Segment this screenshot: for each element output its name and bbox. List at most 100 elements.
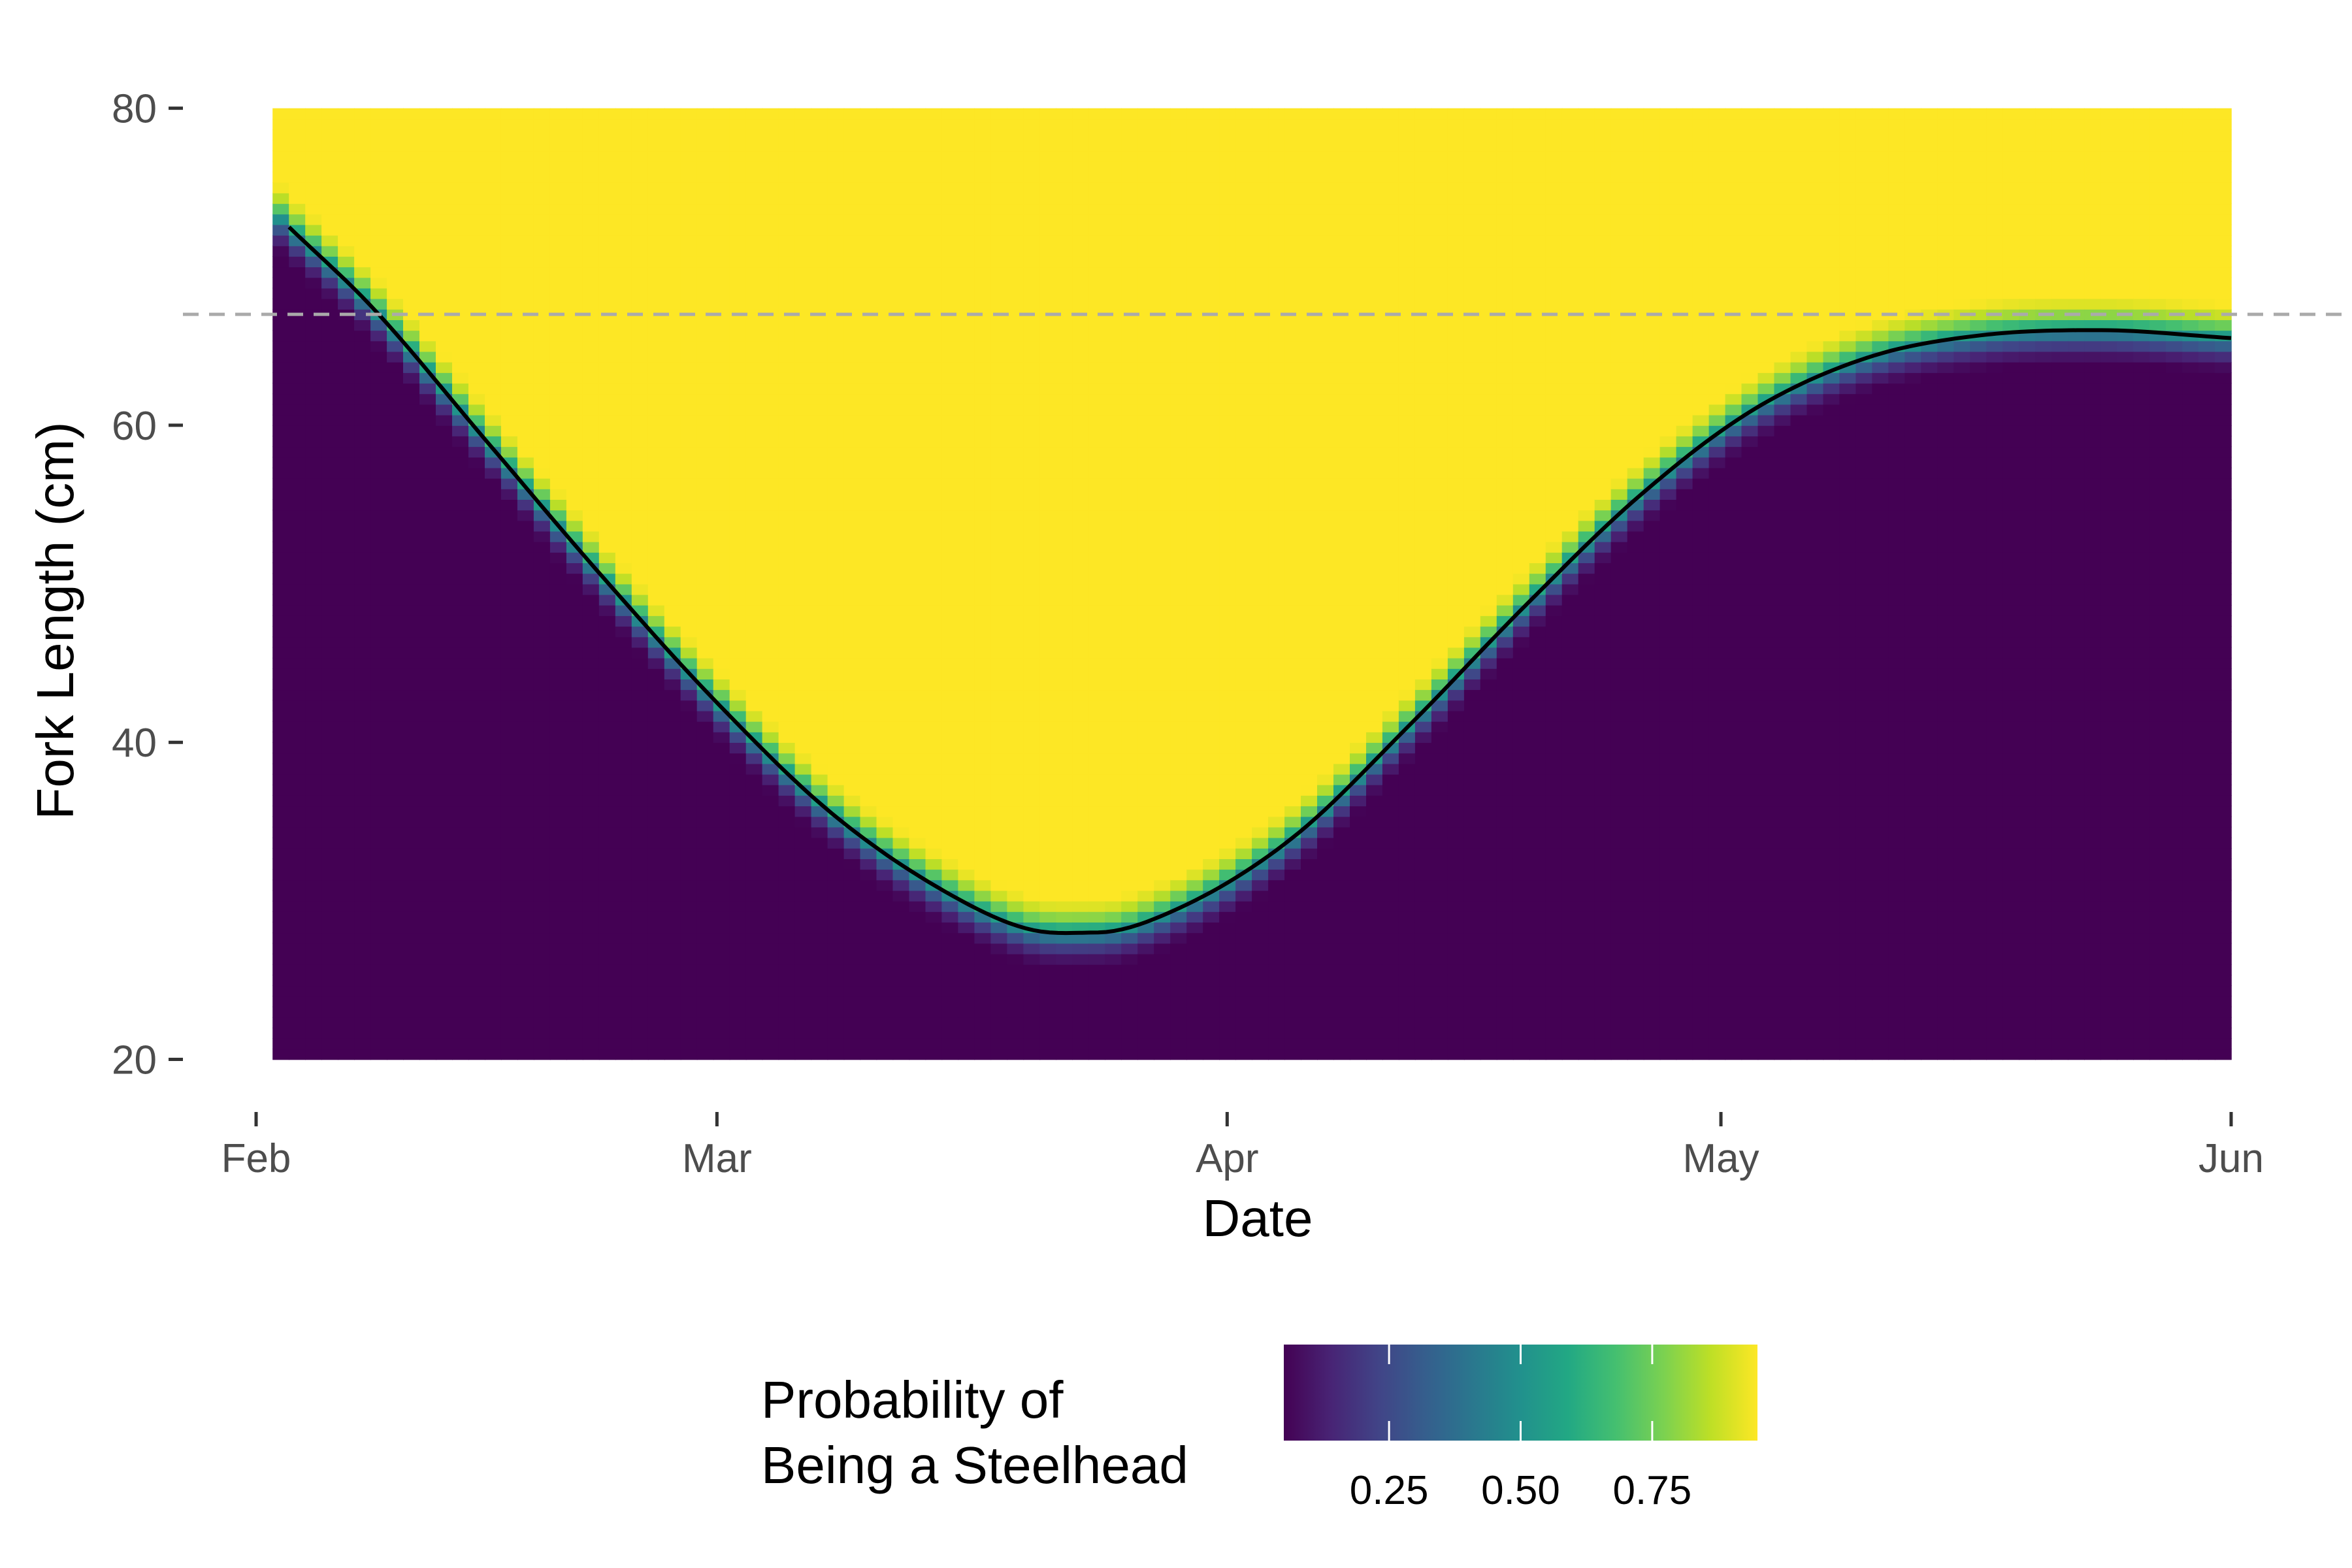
heatmap-cell <box>1105 1006 1122 1018</box>
heatmap-cell <box>778 499 796 511</box>
heatmap-cell <box>909 647 926 659</box>
heatmap-cell <box>860 721 877 732</box>
heatmap-cell <box>827 457 845 468</box>
heatmap-cell <box>436 489 453 500</box>
heatmap-cell <box>909 710 926 722</box>
heatmap-cell <box>321 753 338 764</box>
heatmap-cell <box>1105 869 1122 881</box>
heatmap-cell <box>403 784 420 796</box>
heatmap-cell <box>1154 478 1171 489</box>
heatmap-cell <box>958 404 975 416</box>
heatmap-cell <box>1023 679 1041 691</box>
heatmap-cell <box>696 583 714 595</box>
heatmap-cell <box>941 161 959 172</box>
heatmap-cell <box>1072 900 1090 912</box>
heatmap-cell <box>713 858 730 870</box>
heatmap-cell <box>696 869 714 881</box>
heatmap-cell <box>387 224 404 236</box>
heatmap-cell <box>909 753 926 764</box>
heatmap-cell <box>745 446 763 458</box>
heatmap-cell <box>615 287 632 299</box>
heatmap-cell <box>582 985 600 997</box>
heatmap-cell <box>990 1017 1008 1028</box>
heatmap-cell <box>387 510 404 521</box>
heatmap-cell <box>990 436 1008 448</box>
heatmap-cell <box>533 848 551 859</box>
heatmap-cell <box>1023 256 1041 268</box>
heatmap-cell <box>403 900 420 912</box>
heatmap-cell <box>762 985 779 997</box>
heatmap-cell <box>1154 224 1171 236</box>
heatmap-cell <box>485 425 502 436</box>
heatmap-cell <box>762 922 779 934</box>
heatmap-cell <box>1088 826 1106 838</box>
heatmap-cell <box>452 657 469 669</box>
heatmap-cell <box>517 583 534 595</box>
heatmap-cell <box>647 256 665 268</box>
heatmap-cell <box>533 943 551 955</box>
heatmap-cell <box>468 763 485 775</box>
heatmap-cell <box>1137 489 1154 500</box>
heatmap-cell <box>909 573 926 585</box>
heatmap-cell <box>517 383 534 395</box>
heatmap-cell <box>387 710 404 722</box>
heatmap-cell <box>370 499 387 511</box>
heatmap-cell <box>1137 679 1154 691</box>
heatmap-cell <box>811 615 828 627</box>
heatmap-cell <box>762 224 779 236</box>
heatmap-cell <box>1137 361 1154 373</box>
heatmap-cell <box>500 953 518 965</box>
heatmap-cell <box>533 858 551 870</box>
heatmap-cell <box>631 129 649 140</box>
heatmap-cell <box>1023 267 1041 278</box>
heatmap-cell <box>827 267 845 278</box>
heatmap-cell <box>647 573 665 585</box>
heatmap-cell <box>566 552 583 563</box>
heatmap-cell <box>958 319 975 331</box>
heatmap-cell <box>289 1049 306 1060</box>
heatmap-cell <box>958 171 975 183</box>
heatmap-cell <box>468 330 485 342</box>
heatmap-cell <box>794 911 812 923</box>
heatmap-cell <box>925 689 943 701</box>
heatmap-cell <box>566 975 583 987</box>
heatmap-cell <box>762 457 779 468</box>
heatmap-cell <box>974 890 992 902</box>
heatmap-cell <box>925 287 943 299</box>
heatmap-cell <box>305 108 322 120</box>
heatmap-cell <box>647 193 665 204</box>
heatmap-cell <box>958 563 975 574</box>
heatmap-cell <box>941 583 959 595</box>
heatmap-cell <box>909 404 926 416</box>
heatmap-cell <box>338 393 355 405</box>
heatmap-cell <box>1023 489 1041 500</box>
heatmap-cell <box>1088 795 1106 807</box>
heatmap-cell <box>436 1049 453 1060</box>
heatmap-cell <box>1105 583 1122 595</box>
heatmap-cell <box>958 489 975 500</box>
heatmap-cell <box>941 636 959 648</box>
heatmap-cell <box>941 277 959 289</box>
heatmap-cell <box>974 826 992 838</box>
heatmap-cell <box>631 372 649 384</box>
heatmap-cell <box>517 330 534 342</box>
heatmap-cell <box>696 826 714 838</box>
heatmap-cell <box>354 975 371 987</box>
heatmap-cell <box>647 552 665 563</box>
heatmap-cell <box>549 161 567 172</box>
heatmap-cell <box>1088 309 1106 320</box>
heatmap-cell <box>321 721 338 732</box>
heatmap-cell <box>1154 330 1171 342</box>
heatmap-cell <box>615 467 632 479</box>
heatmap-cell <box>762 604 779 616</box>
heatmap-cell <box>680 150 698 162</box>
heatmap-cell <box>305 214 322 225</box>
heatmap-cell <box>990 489 1008 500</box>
heatmap-cell <box>729 890 747 902</box>
heatmap-cell <box>843 531 861 542</box>
heatmap-cell <box>1056 806 1073 817</box>
heatmap-cell <box>387 626 404 638</box>
heatmap-cell <box>843 277 861 289</box>
heatmap-cell <box>566 1049 583 1060</box>
heatmap-cell <box>745 563 763 574</box>
